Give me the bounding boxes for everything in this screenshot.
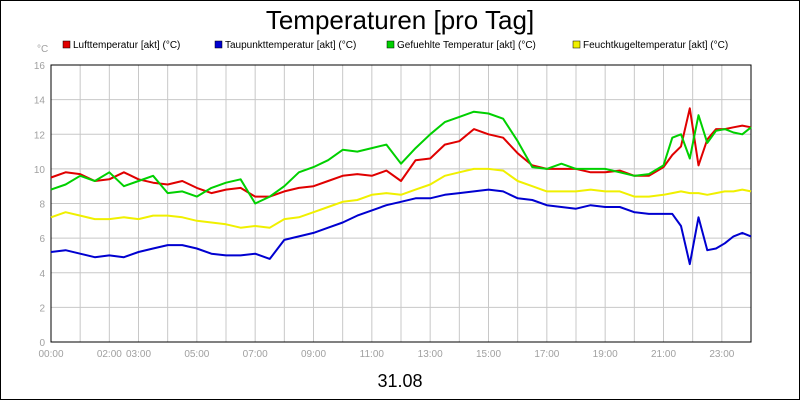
date-label: 31.08 (377, 371, 422, 391)
legend-swatch (572, 40, 581, 49)
x-tick-label: 21:00 (651, 349, 676, 360)
y-tick-label: 12 (34, 130, 46, 141)
plot-area (50, 64, 752, 343)
legend-label: Lufttemperatur [akt] (°C) (73, 40, 180, 51)
series-line-0 (50, 107, 752, 198)
x-tick-label: 23:00 (709, 349, 734, 360)
x-tick-label: 09:00 (301, 349, 326, 360)
legend-label: Taupunkttemperatur [akt] (°C) (225, 40, 356, 51)
y-tick-label: 14 (34, 96, 46, 107)
x-tick-label: 05:00 (184, 349, 209, 360)
series-group (50, 107, 752, 266)
legend-label: Gefuehlte Temperatur [akt] (°C) (397, 40, 536, 51)
series-line-2 (50, 110, 752, 205)
x-tick-label: 11:00 (360, 349, 385, 360)
x-tick-label: 03:00 (126, 349, 151, 360)
y-tick-label: 16 (34, 61, 46, 72)
y-tick-label: 8 (39, 200, 45, 211)
x-tick-label: 07:00 (243, 349, 268, 360)
legend-swatch (214, 40, 223, 49)
chart-title: Temperaturen [pro Tag] (266, 5, 534, 35)
x-tick-label: 00:00 (38, 349, 63, 360)
y-axis-unit: °C (37, 44, 48, 55)
x-tick-label: 19:00 (593, 349, 618, 360)
x-axis-ticks: 00:00 02:00 03:00 05:00 07:00 09:00 11:00 13:00… (38, 349, 734, 360)
y-tick-label: 10 (34, 165, 46, 176)
x-tick-label: 17:00 (534, 349, 559, 360)
legend-label: Feuchtkugeltemperatur [akt] (°C) (583, 40, 728, 51)
x-tick-label: 15:00 (476, 349, 501, 360)
y-tick-label: 2 (39, 303, 45, 314)
legend-swatch (386, 40, 395, 49)
y-axis-ticks: 0 2 4 6 8 10 12 14 16 (34, 61, 46, 349)
series-line-1 (50, 188, 752, 266)
x-tick-label: 13:00 (418, 349, 443, 360)
grid (50, 64, 752, 343)
x-tick-label: 02:00 (97, 349, 122, 360)
y-tick-label: 6 (39, 234, 45, 245)
series-line-3 (50, 167, 752, 229)
y-tick-label: 4 (39, 269, 45, 280)
legend: Lufttemperatur [akt] (°C) Taupunkttempera… (62, 40, 728, 51)
legend-swatch (62, 40, 71, 49)
y-tick-label: 0 (39, 338, 45, 349)
